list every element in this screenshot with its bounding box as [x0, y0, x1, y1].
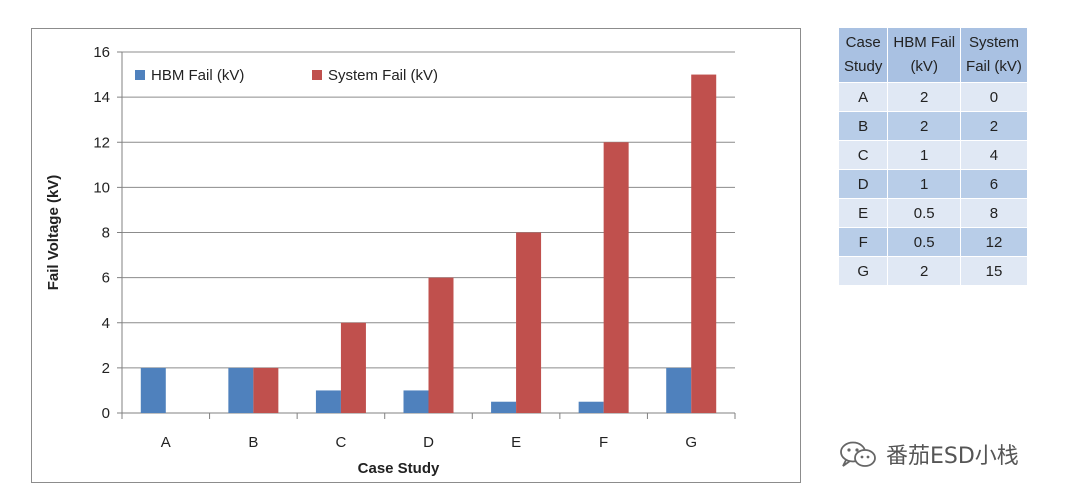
bar-hbm-fail [140, 367, 166, 413]
table-cell: 8 [960, 198, 1028, 228]
chart-frame: 0 2 4 6 8 10 12 14 16 A B C D E F G Case Study Fail Volta… [31, 28, 801, 483]
table-cell: A [837, 82, 889, 112]
table-header-row: Case Study HBM Fail (kV) System Fail (kV) [837, 27, 1028, 83]
y-tick-label: 8 [102, 225, 110, 242]
wechat-icon [840, 441, 876, 467]
table-cell: B [837, 111, 889, 141]
column-header-line: Study [844, 58, 883, 75]
watermark-text: 番茄ESD小栈 [886, 444, 1019, 469]
y-tick-label: 6 [102, 270, 110, 287]
table-row: F 0.5 12 [837, 227, 1028, 257]
column-header-line: System [968, 34, 1019, 51]
table-cell: 2 [887, 82, 962, 112]
y-tick-label: 14 [93, 89, 110, 106]
column-header-line: Case [845, 34, 881, 51]
bar-system-fail [516, 232, 542, 413]
bar-hbm-fail [228, 367, 254, 413]
y-tick-label: 4 [102, 315, 110, 332]
bar-hbm-fail [403, 390, 429, 413]
y-axis-title: Fail Voltage (kV) [45, 175, 62, 291]
table-cell: 1 [887, 140, 962, 170]
bar-hbm-fail [315, 390, 341, 413]
column-header-line: (kV) [910, 58, 938, 75]
bar-hbm-fail [491, 401, 517, 413]
table-cell: F [837, 227, 889, 257]
x-tick-label: F [599, 434, 608, 451]
legend-swatch-system [312, 70, 322, 80]
table-cell: 0.5 [887, 198, 962, 228]
bar-chart: 0 2 4 6 8 10 12 14 16 A B C D E F G Case Study Fail Volta… [45, 44, 736, 477]
bar-system-fail [340, 322, 366, 413]
y-tick-label: 10 [93, 179, 110, 196]
table-cell: 6 [960, 169, 1028, 199]
table-cell: 0 [960, 82, 1028, 112]
legend-label-system: System Fail (kV) [328, 67, 438, 84]
column-header: HBM Fail (kV) [887, 27, 962, 83]
table-row: E 0.5 8 [837, 198, 1028, 228]
x-axis-title: Case Study [358, 460, 440, 477]
y-tick-label: 12 [93, 134, 110, 151]
legend-swatch-hbm [135, 70, 145, 80]
column-header-line: HBM Fail [893, 34, 956, 51]
column-header: System Fail (kV) [960, 27, 1028, 83]
table-cell: 2 [960, 111, 1028, 141]
table-cell: D [837, 169, 889, 199]
bar-system-fail [428, 277, 454, 413]
x-tick-label: G [685, 434, 697, 451]
column-header: Case Study [837, 27, 889, 83]
bar-system-fail [691, 74, 717, 413]
table-cell: 12 [960, 227, 1028, 257]
table-cell: 2 [887, 256, 962, 286]
table-cell: 2 [887, 111, 962, 141]
table-cell: C [837, 140, 889, 170]
table-row: G 2 15 [837, 256, 1028, 286]
data-table: Case Study HBM Fail (kV) System Fail (kV) A 2 0 B… [837, 27, 1028, 286]
table-cell: E [837, 198, 889, 228]
y-tick-label: 2 [102, 360, 110, 377]
x-tick-label: A [161, 434, 171, 451]
watermark: 番茄ESD小栈 [838, 438, 1019, 470]
bar-hbm-fail [666, 367, 692, 413]
x-tick-label: B [248, 434, 258, 451]
table-cell: 15 [960, 256, 1028, 286]
x-tick-label: D [423, 434, 434, 451]
bar-hbm-fail [578, 401, 604, 413]
y-tick-label: 0 [102, 405, 110, 422]
table-cell: 0.5 [887, 227, 962, 257]
legend-label-hbm: HBM Fail (kV) [151, 67, 244, 84]
table-cell: 4 [960, 140, 1028, 170]
table-cell: 1 [887, 169, 962, 199]
x-tick-label: E [511, 434, 521, 451]
column-header-line: Fail (kV) [966, 58, 1022, 75]
table-cell: G [837, 256, 889, 286]
y-tick-label: 16 [93, 44, 110, 61]
bar-system-fail [603, 142, 629, 413]
bar-system-fail [253, 367, 279, 413]
x-tick-label: C [336, 434, 347, 451]
